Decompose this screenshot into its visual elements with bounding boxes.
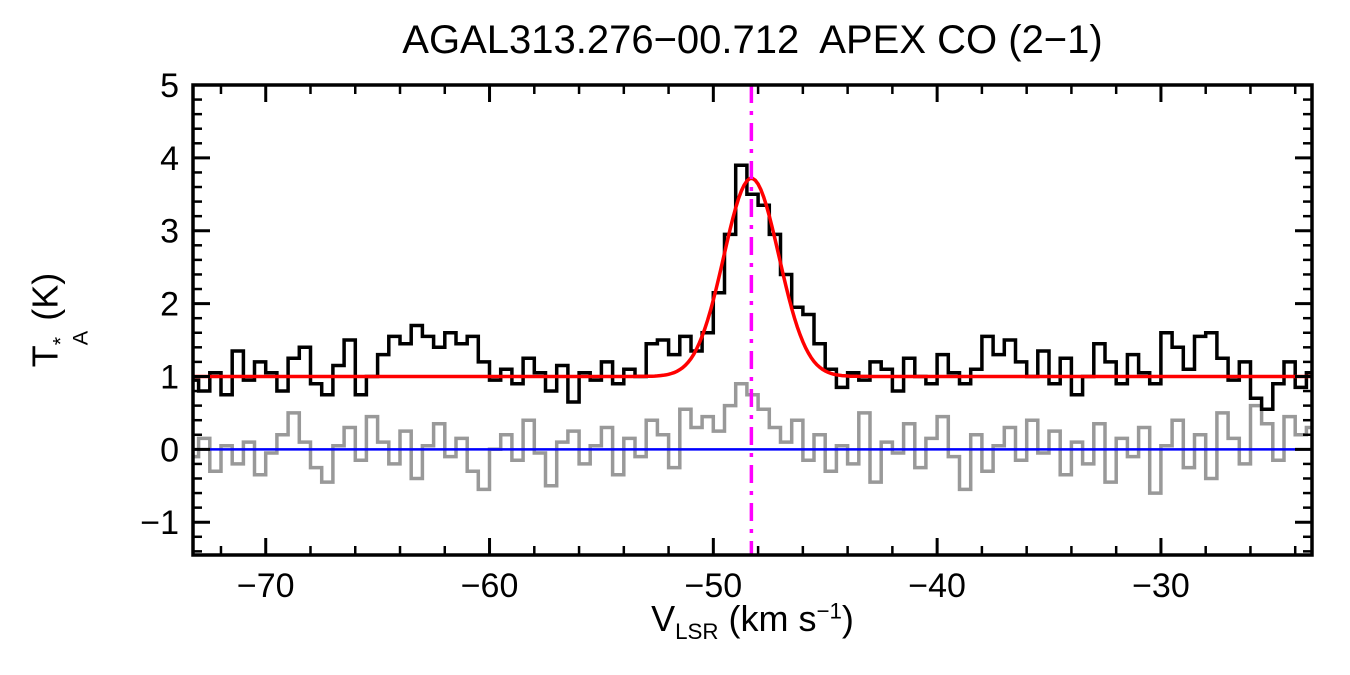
y-axis-label-scripts: * A <box>47 330 93 346</box>
y-tick-label: 3 <box>160 213 179 251</box>
x-axis-label-end: ) <box>841 598 854 639</box>
x-tick-label: −70 <box>237 567 295 605</box>
x-tick-label: −30 <box>1132 567 1190 605</box>
y-axis-label-base: T <box>24 345 66 368</box>
y-tick-label: 1 <box>160 358 179 396</box>
y-tick-label: 0 <box>160 431 179 469</box>
x-axis-label: VLSR (km s−1) <box>193 598 1312 645</box>
x-tick-label: −40 <box>908 567 966 605</box>
y-axis-label-sub: A <box>67 330 93 346</box>
x-tick-label: −50 <box>684 567 742 605</box>
y-tick-label: 2 <box>160 286 179 324</box>
co-spectrum-trace <box>193 163 1312 412</box>
x-axis-label-base: V <box>651 598 676 639</box>
x-axis-label-sub: LSR <box>675 618 719 644</box>
plot-title: AGAL313.276−00.712 APEX CO (2−1) <box>402 18 1103 62</box>
y-tick-label: 5 <box>160 67 179 105</box>
x-tick-label: −60 <box>461 567 519 605</box>
x-axis-label-sup: −1 <box>816 598 842 624</box>
y-tick-label: 4 <box>160 140 179 178</box>
y-axis-label-unit: (K) <box>24 272 66 331</box>
y-axis-label: T * A (K) <box>24 272 93 368</box>
y-tick-label: −1 <box>140 504 179 542</box>
x-axis-label-mid: (km s <box>718 598 817 639</box>
plot-frame <box>191 83 1314 557</box>
